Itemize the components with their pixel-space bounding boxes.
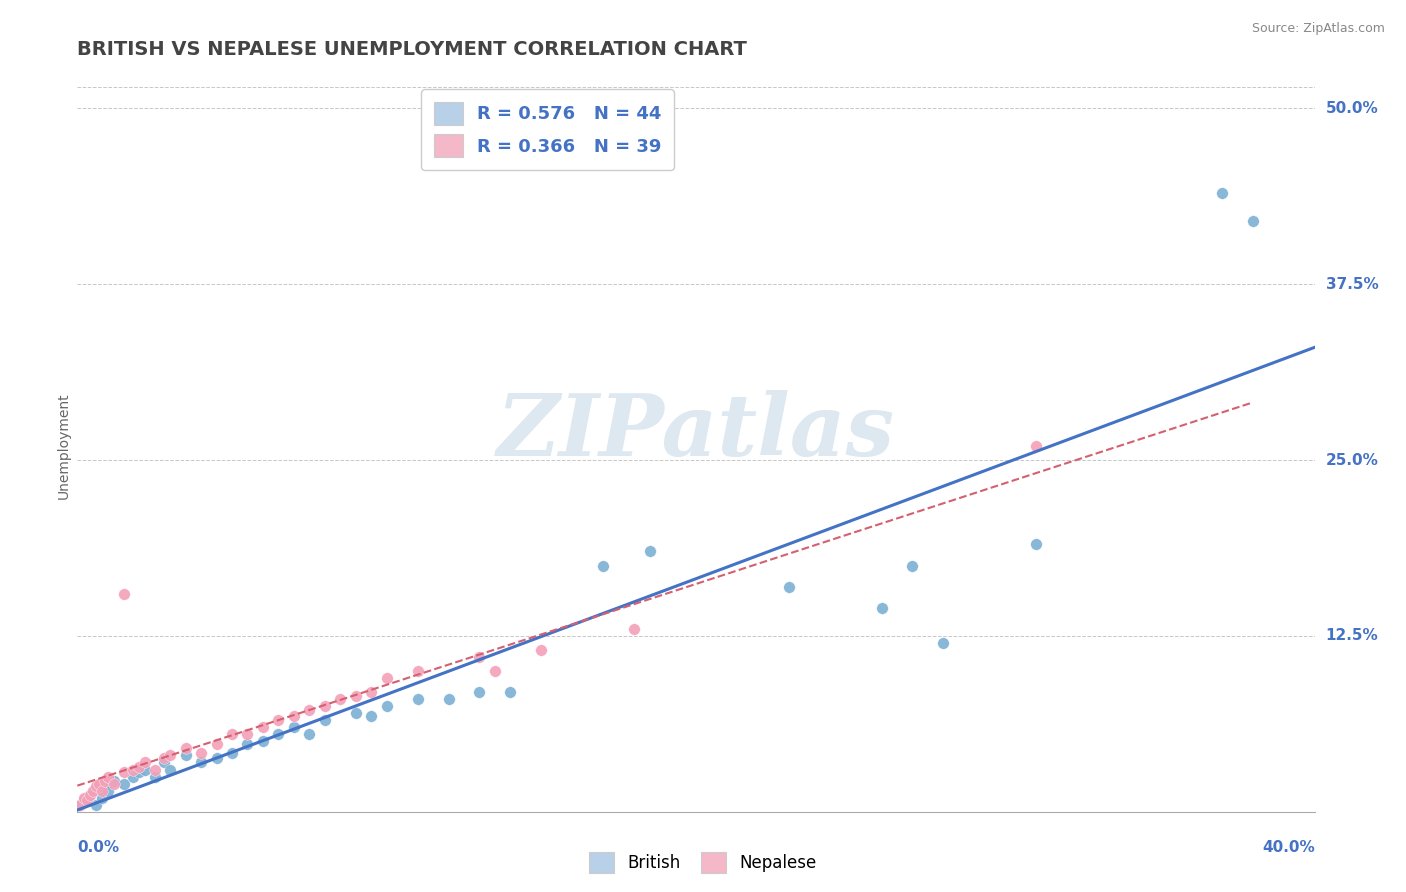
Point bbox=[406, 664, 429, 678]
Point bbox=[468, 650, 491, 665]
Point bbox=[298, 703, 321, 717]
Text: Source: ZipAtlas.com: Source: ZipAtlas.com bbox=[1251, 22, 1385, 36]
Point bbox=[592, 558, 614, 573]
Point bbox=[205, 737, 228, 751]
Point bbox=[901, 558, 924, 573]
Point bbox=[283, 709, 305, 723]
Point bbox=[236, 737, 259, 751]
Text: 50.0%: 50.0% bbox=[1326, 101, 1378, 116]
Point bbox=[87, 776, 110, 790]
Point bbox=[252, 734, 274, 748]
Point bbox=[437, 692, 460, 706]
Point bbox=[190, 756, 212, 770]
Point bbox=[638, 544, 661, 558]
Point bbox=[932, 636, 955, 650]
Point bbox=[360, 685, 382, 699]
Point bbox=[468, 685, 491, 699]
Point bbox=[84, 797, 107, 812]
Text: ZIPatlas: ZIPatlas bbox=[496, 390, 896, 473]
Point bbox=[778, 580, 800, 594]
Point bbox=[122, 770, 145, 784]
Text: 37.5%: 37.5% bbox=[1326, 277, 1378, 292]
Point bbox=[79, 788, 101, 802]
Point bbox=[76, 790, 98, 805]
Point bbox=[143, 770, 166, 784]
Point bbox=[174, 741, 197, 756]
Point bbox=[252, 720, 274, 734]
Point bbox=[143, 763, 166, 777]
Point bbox=[329, 692, 352, 706]
Point bbox=[406, 692, 429, 706]
Point bbox=[159, 763, 181, 777]
Point bbox=[1211, 186, 1233, 200]
Text: 25.0%: 25.0% bbox=[1326, 452, 1379, 467]
Legend: R = 0.576   N = 44, R = 0.366   N = 39: R = 0.576 N = 44, R = 0.366 N = 39 bbox=[420, 89, 673, 170]
Point bbox=[344, 706, 367, 721]
Point bbox=[112, 776, 135, 790]
Point bbox=[314, 714, 336, 728]
Point bbox=[236, 727, 259, 741]
Point bbox=[122, 763, 145, 777]
Point bbox=[87, 780, 110, 794]
Point bbox=[112, 765, 135, 780]
Point bbox=[205, 751, 228, 765]
Point bbox=[134, 763, 156, 777]
Point bbox=[484, 664, 506, 678]
Point bbox=[623, 622, 645, 636]
Point bbox=[1025, 537, 1047, 551]
Point bbox=[153, 751, 176, 765]
Point bbox=[1241, 214, 1264, 228]
Point bbox=[267, 714, 290, 728]
Point bbox=[82, 783, 104, 797]
Point bbox=[221, 746, 243, 760]
Point bbox=[190, 746, 212, 760]
Y-axis label: Unemployment: Unemployment bbox=[56, 392, 70, 500]
Point bbox=[91, 790, 114, 805]
Point bbox=[314, 699, 336, 714]
Point bbox=[82, 783, 104, 797]
Point bbox=[153, 756, 176, 770]
Point bbox=[72, 793, 94, 807]
Point bbox=[69, 797, 91, 812]
Point bbox=[69, 797, 91, 812]
Point bbox=[128, 765, 150, 780]
Point bbox=[97, 770, 120, 784]
Point bbox=[72, 790, 94, 805]
Text: 40.0%: 40.0% bbox=[1261, 839, 1315, 855]
Point bbox=[79, 788, 101, 802]
Point bbox=[298, 727, 321, 741]
Point bbox=[103, 773, 125, 788]
Point bbox=[499, 685, 522, 699]
Point bbox=[375, 699, 398, 714]
Point bbox=[128, 760, 150, 774]
Point bbox=[94, 776, 117, 790]
Point bbox=[360, 709, 382, 723]
Point bbox=[344, 690, 367, 704]
Point bbox=[84, 780, 107, 794]
Point bbox=[283, 720, 305, 734]
Legend: British, Nepalese: British, Nepalese bbox=[582, 846, 824, 880]
Point bbox=[91, 783, 114, 797]
Point bbox=[221, 727, 243, 741]
Point bbox=[76, 793, 98, 807]
Point bbox=[1025, 439, 1047, 453]
Point bbox=[530, 643, 553, 657]
Point bbox=[375, 671, 398, 685]
Point bbox=[112, 587, 135, 601]
Text: 12.5%: 12.5% bbox=[1326, 628, 1378, 643]
Point bbox=[103, 776, 125, 790]
Point bbox=[159, 748, 181, 763]
Text: BRITISH VS NEPALESE UNEMPLOYMENT CORRELATION CHART: BRITISH VS NEPALESE UNEMPLOYMENT CORRELA… bbox=[77, 40, 747, 59]
Point bbox=[94, 773, 117, 788]
Point bbox=[97, 783, 120, 797]
Point bbox=[174, 748, 197, 763]
Point bbox=[134, 756, 156, 770]
Point bbox=[267, 727, 290, 741]
Point bbox=[870, 600, 893, 615]
Text: 0.0%: 0.0% bbox=[77, 839, 120, 855]
